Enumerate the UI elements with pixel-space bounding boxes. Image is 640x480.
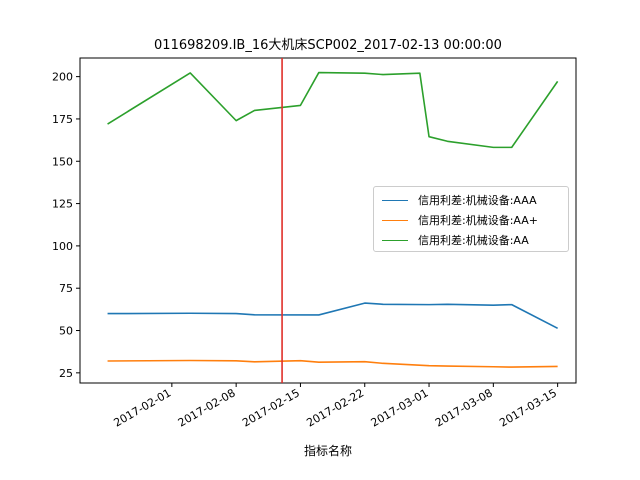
series-layer xyxy=(107,71,559,368)
chart-title: 011698209.IB_16大机床SCP002_2017-02-13 00:0… xyxy=(154,38,502,53)
y-tick-label: 50 xyxy=(59,325,73,338)
legend-label-aa: 信用利差:机械设备:AA xyxy=(418,234,529,247)
legend-label-aaa: 信用利差:机械设备:AAA xyxy=(418,194,537,207)
legend-swatch-aaa xyxy=(382,199,408,201)
legend-item-aa-plus: 信用利差:机械设备:AA+ xyxy=(382,210,538,230)
series-line-2 xyxy=(107,71,559,149)
legend-item-aa: 信用利差:机械设备:AA xyxy=(382,230,529,250)
x-tick-label: 2017-03-15 xyxy=(497,386,559,429)
y-tick-label: 200 xyxy=(52,71,73,84)
x-tick-label: 2017-02-01 xyxy=(111,386,173,429)
x-tick-label: 2017-02-15 xyxy=(240,386,302,429)
y-tick-label: 175 xyxy=(52,113,73,126)
x-tick-label: 2017-03-08 xyxy=(433,386,495,429)
legend: 信用利差:机械设备:AAA 信用利差:机械设备:AA+ 信用利差:机械设备:AA xyxy=(373,186,569,252)
x-tick-label: 2017-02-22 xyxy=(304,386,366,429)
legend-swatch-aa-plus xyxy=(382,219,408,221)
y-tick-label: 75 xyxy=(59,282,73,295)
legend-label-aa-plus: 信用利差:机械设备:AA+ xyxy=(418,214,538,227)
plot-area xyxy=(79,57,577,384)
x-tick-label: 2017-03-01 xyxy=(369,386,431,429)
series-line-1 xyxy=(107,359,558,368)
legend-item-aaa: 信用利差:机械设备:AAA xyxy=(382,190,537,210)
y-tick-label: 25 xyxy=(59,367,73,380)
x-axis-label: 指标名称 xyxy=(304,443,352,458)
y-tick-label: 150 xyxy=(52,155,73,168)
series-line-0 xyxy=(107,302,558,330)
y-tick-label: 125 xyxy=(52,198,73,211)
legend-swatch-aa xyxy=(382,239,408,241)
x-axis: 2017-02-01 2017-02-08 2017-02-15 2017-02-22… xyxy=(111,383,559,430)
y-axis: 25 50 75 100 125 150 175 200 xyxy=(52,71,80,380)
x-tick-label: 2017-02-08 xyxy=(176,386,238,429)
y-tick-label: 100 xyxy=(52,240,73,253)
